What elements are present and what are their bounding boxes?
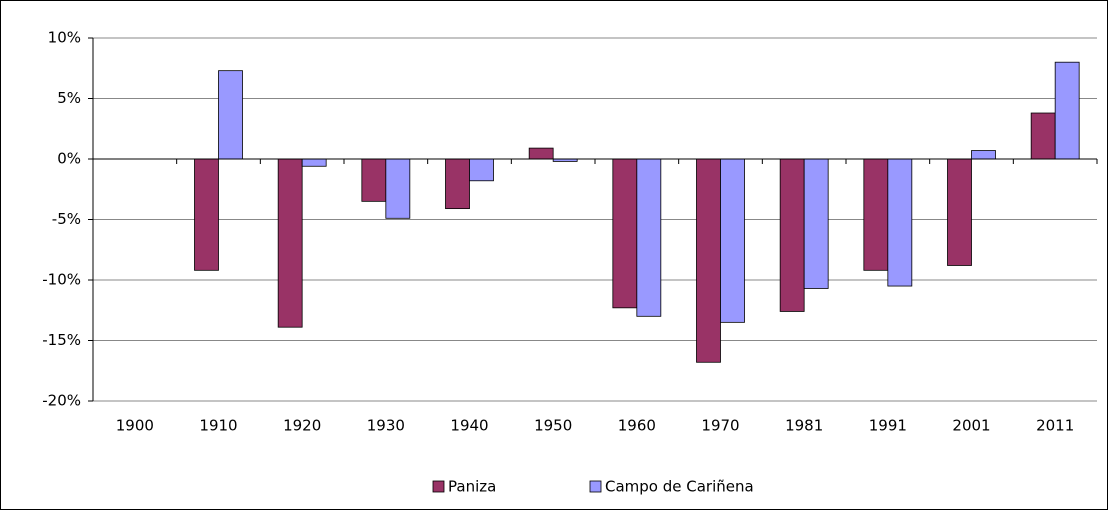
bar [1030, 112, 1056, 160]
bar [218, 70, 243, 160]
x-tick-label: 2001 [952, 417, 990, 435]
bar [612, 158, 638, 309]
legend-label: Campo de Cariñena [605, 478, 754, 496]
legend-swatch [589, 480, 602, 493]
bar [528, 147, 554, 160]
bar [887, 158, 913, 287]
bar [385, 158, 411, 219]
bar [1054, 61, 1080, 160]
bar [277, 158, 303, 328]
x-tick-label: 1920 [283, 417, 321, 435]
x-tick-label: 1960 [618, 417, 656, 435]
bar [947, 158, 972, 266]
x-tick-label: 1991 [869, 417, 907, 435]
bar [863, 158, 889, 271]
legend-label: Paniza [448, 478, 496, 496]
y-tick-label: 10% [48, 29, 81, 47]
bar [301, 158, 327, 167]
x-tick-label: 1910 [199, 417, 237, 435]
bar [361, 158, 387, 202]
x-tick-label: 1900 [116, 417, 154, 435]
y-tick-label: -10% [42, 271, 81, 289]
bar [779, 158, 805, 312]
bar [469, 158, 494, 182]
x-tick-label: 1950 [534, 417, 572, 435]
bar [194, 158, 219, 271]
y-tick-label: -20% [42, 392, 81, 410]
x-tick-label: 1970 [701, 417, 739, 435]
x-tick-label: 2011 [1036, 417, 1074, 435]
x-tick-label: 1981 [785, 417, 823, 435]
bar [696, 158, 721, 363]
legend-swatch [432, 480, 445, 493]
y-tick-label: -5% [52, 210, 81, 228]
bar [636, 158, 662, 317]
y-tick-label: 0% [57, 150, 81, 168]
y-tick-label: 5% [57, 89, 81, 107]
bar [445, 158, 470, 210]
x-tick-label: 1930 [367, 417, 405, 435]
y-tick-label: -15% [42, 331, 81, 349]
bar [971, 150, 996, 160]
x-tick-label: 1940 [450, 417, 488, 435]
bar [803, 158, 829, 289]
bar [720, 158, 745, 323]
